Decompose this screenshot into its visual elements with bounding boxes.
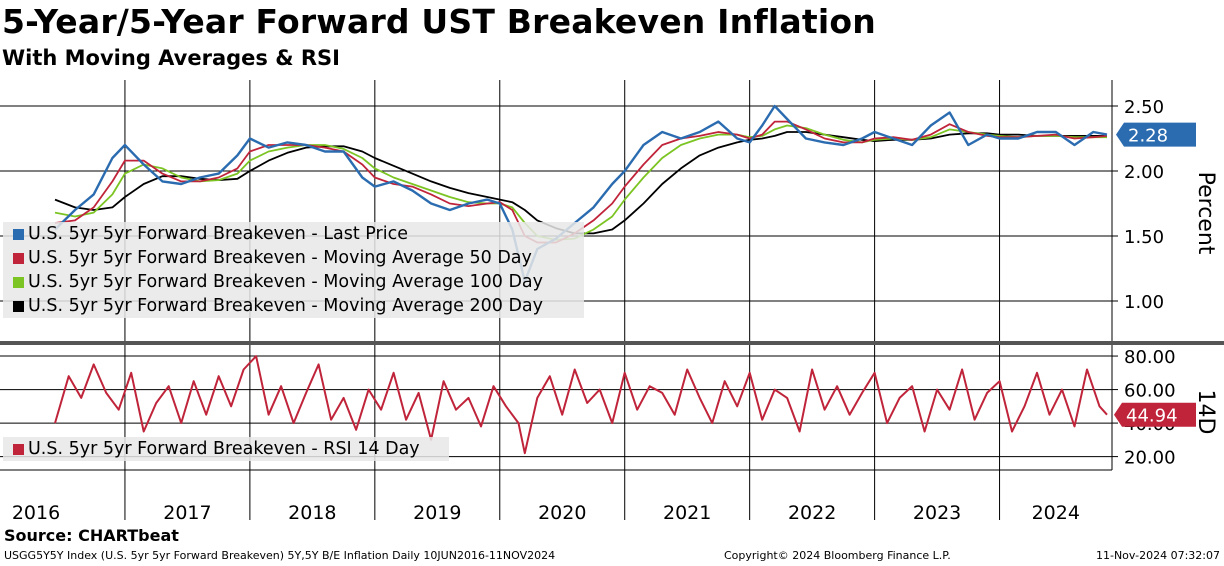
legend-label-rsi: U.S. 5yr 5yr Forward Breakeven - RSI 14 …: [28, 439, 420, 459]
legend-label-last-price: U.S. 5yr 5yr Forward Breakeven - Last Pr…: [28, 224, 408, 244]
last-price-callout-label: 2.28: [1128, 126, 1168, 147]
rsi-ytick-label-1: 60.00: [1124, 381, 1176, 402]
price-ytick-label-2: 1.50: [1124, 227, 1164, 248]
chart-title: 5-Year/5-Year Forward UST Breakeven Infl…: [2, 2, 876, 41]
xtick-label-2021: 2021: [663, 502, 711, 524]
xtick-label-2019: 2019: [413, 502, 461, 524]
legend-label-ma100: U.S. 5yr 5yr Forward Breakeven - Moving …: [28, 272, 544, 292]
panel-divider: [0, 341, 1224, 345]
legend-label-ma200: U.S. 5yr 5yr Forward Breakeven - Moving …: [28, 296, 544, 316]
legend-swatch-last-price: [13, 228, 24, 240]
xtick-label-2023: 2023: [913, 502, 961, 524]
series-ma100: [54, 124, 1107, 241]
footer-left: USGG5Y5Y Index (U.S. 5yr 5yr Forward Bre…: [4, 549, 556, 562]
legend-swatch-ma50: [13, 252, 24, 264]
rsi-ytick-label-0: 80.00: [1124, 347, 1176, 368]
xtick-label-2017: 2017: [163, 502, 211, 524]
legend-item-rsi: U.S. 5yr 5yr Forward Breakeven - RSI 14 …: [13, 437, 443, 461]
legend-swatch-ma200: [13, 300, 24, 312]
xtick-label-2022: 2022: [788, 502, 836, 524]
rsi-yaxis-title: 14D: [1193, 390, 1218, 435]
legend-item-ma50: U.S. 5yr 5yr Forward Breakeven - Moving …: [13, 246, 578, 270]
footer-center: Copyright© 2024 Bloomberg Finance L.P.: [724, 549, 951, 562]
last-rsi-callout-label: 44.94: [1126, 406, 1178, 427]
last-rsi-callout: [1114, 402, 1196, 427]
price-ytick-label-1: 2.00: [1124, 162, 1164, 183]
rsi-legend: U.S. 5yr 5yr Forward Breakeven - RSI 14 …: [3, 437, 449, 461]
legend-item-ma200: U.S. 5yr 5yr Forward Breakeven - Moving …: [13, 294, 578, 318]
xtick-label-2016: 2016: [12, 502, 60, 524]
rsi-ytick-label-3: 20.00: [1124, 448, 1176, 469]
legend-item-last-price: U.S. 5yr 5yr Forward Breakeven - Last Pr…: [13, 222, 578, 246]
price-yaxis-title: Percent: [1193, 172, 1218, 255]
source-note: Source: CHARTbeat: [4, 526, 179, 545]
xtick-label-2018: 2018: [288, 502, 336, 524]
xtick-label-2024: 2024: [1032, 502, 1080, 524]
series-last-price: [54, 104, 1108, 283]
footer-right: 11-Nov-2024 07:32:07: [1095, 549, 1220, 562]
price-ytick-label-0: 2.50: [1124, 97, 1164, 118]
xtick-label-2020: 2020: [538, 502, 586, 524]
chart-subtitle: With Moving Averages & RSI: [2, 46, 340, 70]
series-rsi: [54, 355, 1108, 455]
price-ytick-label-3: 1.00: [1124, 292, 1164, 313]
legend-swatch-ma100: [13, 276, 24, 288]
legend-label-ma50: U.S. 5yr 5yr Forward Breakeven - Moving …: [28, 248, 532, 268]
legend-item-ma100: U.S. 5yr 5yr Forward Breakeven - Moving …: [13, 270, 578, 294]
last-price-callout: [1116, 122, 1196, 147]
price-legend: U.S. 5yr 5yr Forward Breakeven - Last Pr…: [3, 222, 584, 318]
series-ma50: [54, 120, 1108, 244]
legend-swatch-rsi: [13, 443, 24, 455]
